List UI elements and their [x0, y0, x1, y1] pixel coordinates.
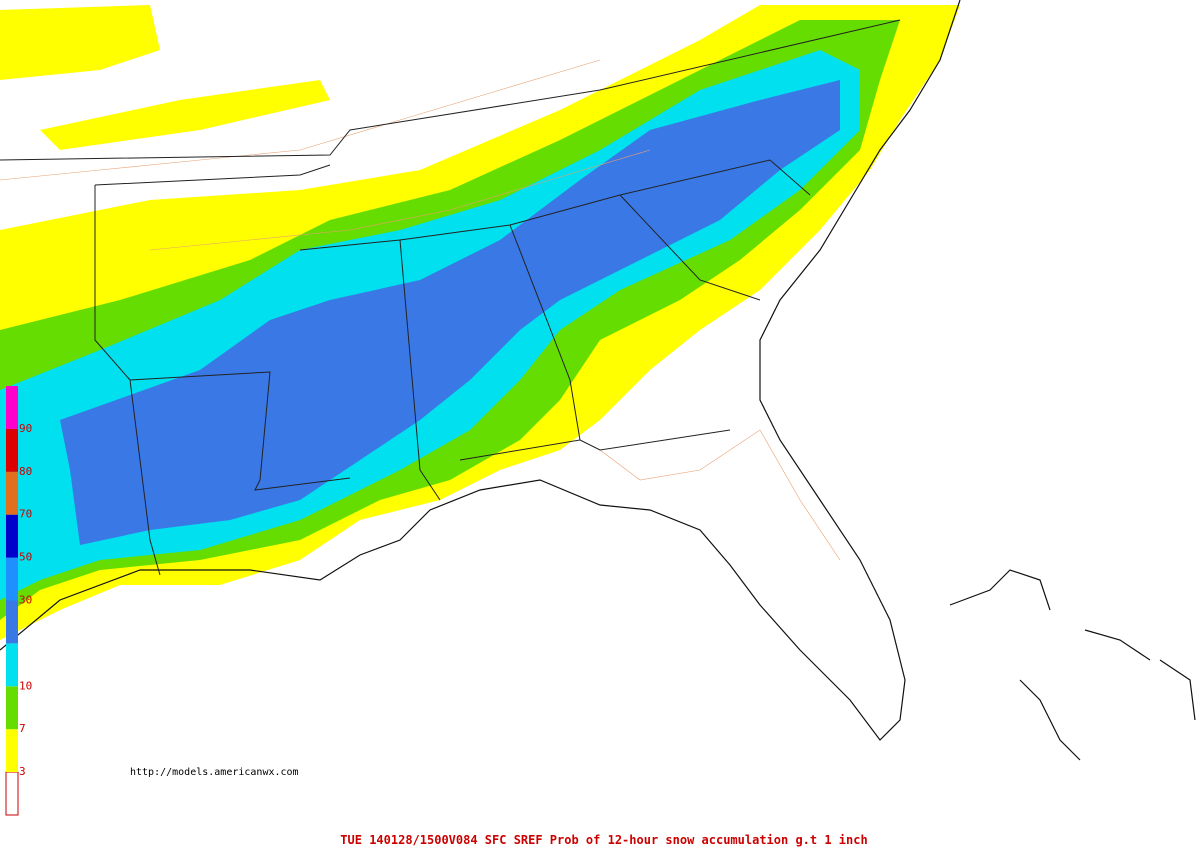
legend-label: 7	[19, 722, 26, 735]
legend-swatch	[6, 600, 18, 644]
field-yellow	[0, 5, 160, 80]
legend-swatch	[6, 428, 18, 472]
legend-label: 80	[19, 465, 32, 478]
field-yellow	[40, 80, 330, 150]
footer-title: TUE 140128/1500V084 SFC SREF Prob of 12-…	[340, 833, 867, 847]
state-line	[579, 429, 731, 451]
state-line	[299, 159, 811, 251]
island	[1019, 679, 1081, 761]
legend-label: 3	[19, 765, 26, 778]
legend-label: 50	[19, 551, 32, 564]
county-lines	[0, 59, 601, 181]
legend-label: 10	[19, 679, 32, 692]
legend-swatch	[6, 557, 18, 601]
state-line	[399, 239, 441, 501]
state-line	[0, 19, 901, 161]
coastline	[0, 0, 961, 741]
legend-swatch	[6, 729, 18, 773]
island	[1084, 629, 1151, 661]
probability-fields	[0, 5, 960, 640]
state-line	[129, 379, 161, 576]
legend: 3 7 10 30 50 70 80 90	[5, 386, 32, 816]
boundaries	[0, 0, 1196, 761]
state-line	[94, 164, 331, 186]
legend-swatch	[6, 386, 18, 429]
county-lines	[149, 149, 651, 251]
legend-label: 90	[19, 422, 32, 435]
state-line	[459, 224, 581, 461]
source-url: http://models.americanwx.com	[130, 767, 299, 778]
island	[949, 569, 1051, 611]
legend-swatch	[6, 686, 18, 730]
legend-swatch	[5, 771, 19, 816]
island	[1159, 659, 1196, 721]
state-line	[619, 194, 761, 301]
legend-label: 70	[19, 508, 32, 521]
state-line	[129, 371, 351, 491]
legend-swatch	[6, 514, 18, 558]
county-lines	[599, 429, 841, 561]
legend-label: 30	[19, 594, 32, 607]
legend-swatch	[6, 643, 18, 687]
legend-swatch	[6, 471, 18, 515]
state-line	[94, 185, 131, 381]
field-blue	[60, 80, 840, 545]
